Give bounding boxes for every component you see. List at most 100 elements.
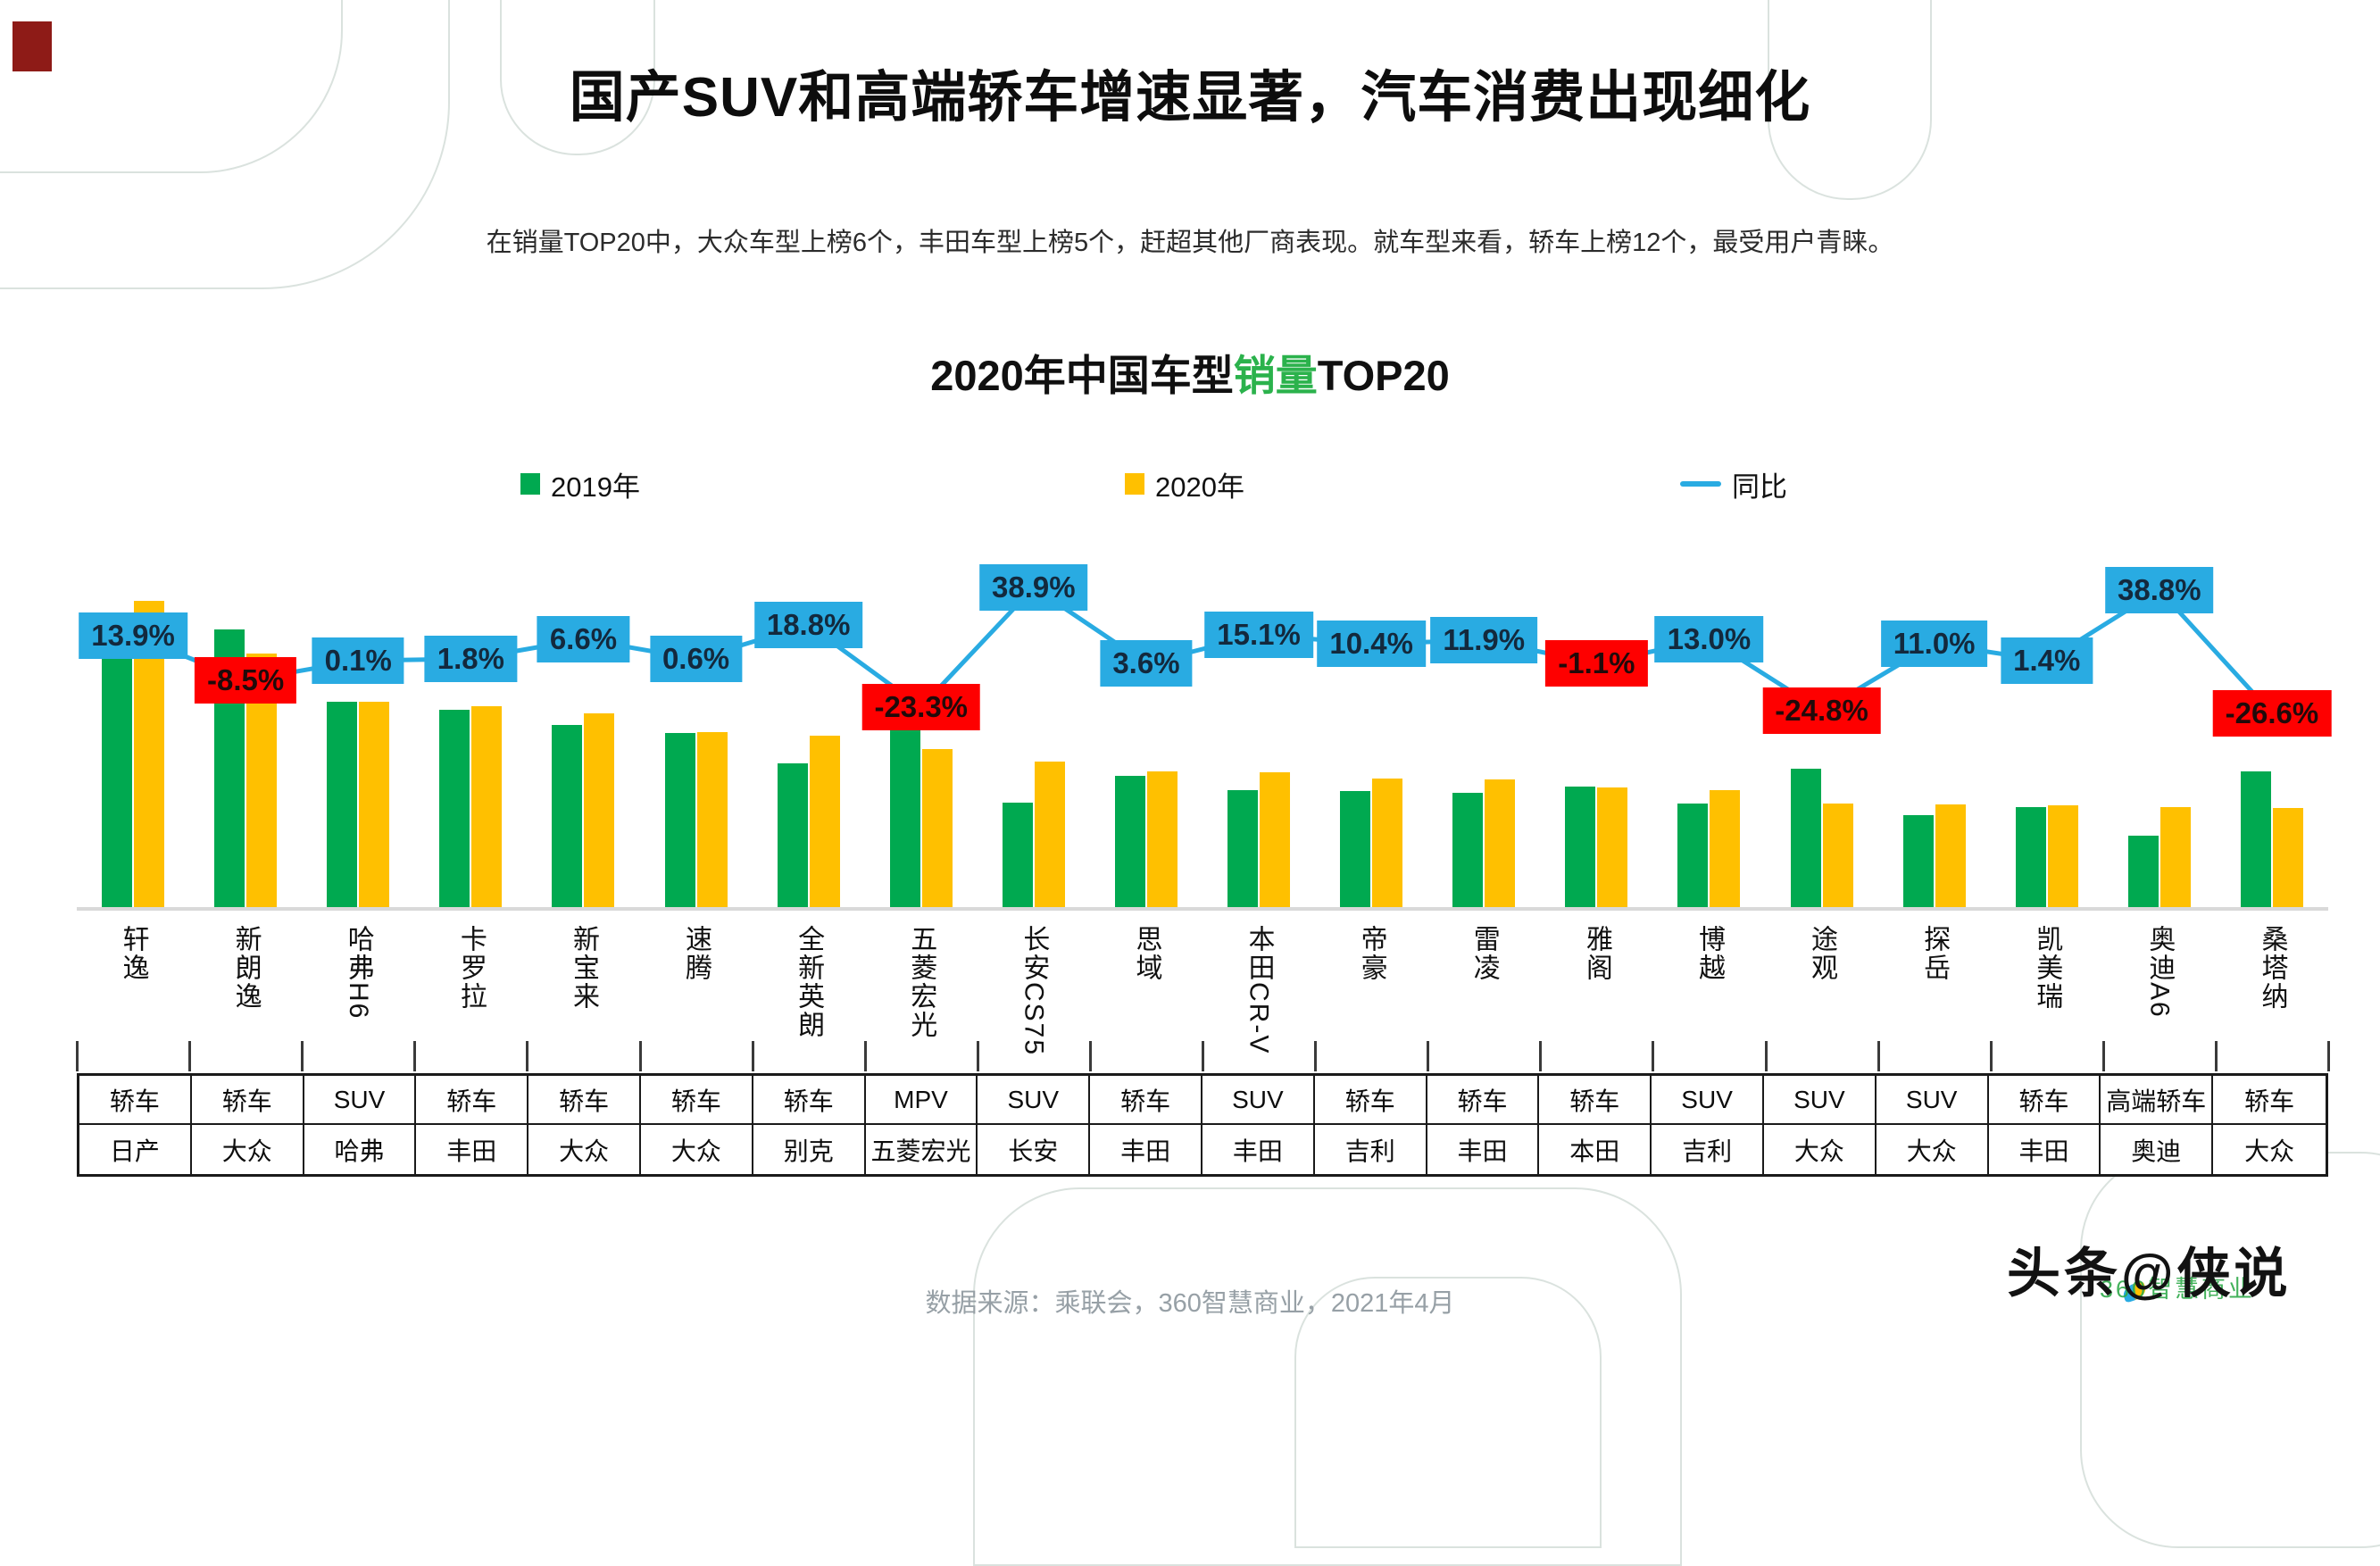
x-axis-label-五菱宏光: 五菱宏光: [906, 925, 936, 1039]
bar-2019-全新英朗: [777, 763, 808, 909]
bar-2020-哈弗H6: [359, 702, 390, 909]
yoy-label-轩逸: 13.9%: [79, 612, 187, 659]
yoy-label-凯美瑞: 1.4%: [2001, 637, 2093, 684]
x-axis-tick: [1314, 1041, 1318, 1071]
x-axis-tick: [1202, 1041, 1204, 1071]
x-axis-tick: [1877, 1041, 1880, 1071]
yoy-label-雷凌: 11.9%: [1430, 617, 1538, 663]
x-axis-label-桑塔纳: 桑塔纳: [2257, 925, 2287, 1011]
model-spec-table: 轿车 轿车 SUV 轿车 轿车 轿车 轿车 MPV SUV 轿车 SUV 轿车 轿车 轿车 SUV SUV SU…: [77, 1073, 2328, 1177]
bar-2019-卡罗拉: [439, 709, 470, 909]
yoy-label-本田CR-V: 15.1%: [1204, 612, 1313, 658]
table-cell-brand-本田CR-V: 丰田: [1202, 1125, 1315, 1174]
x-axis-label-帝豪: 帝豪: [1356, 925, 1386, 982]
x-axis-tick: [1539, 1041, 1543, 1071]
table-cell-brand-凯美瑞: 丰田: [1988, 1125, 2101, 1174]
table-cell-brand-途观: 大众: [1764, 1125, 1877, 1174]
yoy-label-新朗逸: -8.5%: [195, 657, 297, 704]
bar-2019-凯美瑞: [2015, 806, 2046, 909]
table-cell-brand-探岳: 大众: [1876, 1125, 1989, 1174]
bar-2019-新宝来: [552, 725, 583, 909]
page-subtitle: 在销量TOP20中，大众车型上榜6个，丰田车型上榜5个，赶超其他厂商表现。就车型…: [486, 229, 1894, 257]
yoy-label-速腾: 0.6%: [649, 636, 743, 682]
bar-2020-全新英朗: [809, 736, 840, 909]
table-cell-brand-新朗逸: 大众: [191, 1125, 304, 1174]
x-axis-tick: [301, 1041, 304, 1071]
bar-2019-速腾: [664, 733, 695, 909]
table-cell-brand-轩逸: 日产: [79, 1125, 192, 1174]
bg-watermark-shape: [973, 1187, 1682, 1566]
x-axis-tick: [2101, 1041, 2105, 1071]
table-cell-brand-博越: 吉利: [1652, 1125, 1764, 1174]
bar-2019-奥迪A6: [2127, 836, 2159, 909]
bar-2020-五菱宏光: [921, 749, 953, 909]
legend-label-2020: 2020年: [1155, 471, 1244, 503]
bar-2020-博越: [1710, 790, 1741, 909]
yoy-label-桑塔纳: -26.6%: [2212, 690, 2332, 737]
x-axis-label-新朗逸: 新朗逸: [230, 925, 261, 1011]
data-source-note: 数据来源：乘联会，360智慧商业，2021年4月: [925, 1289, 1455, 1318]
yoy-label-五菱宏光: -23.3%: [861, 684, 981, 730]
bar-2019-探岳: [1902, 814, 1934, 909]
x-axis-tick: [526, 1041, 529, 1071]
bar-2019-途观: [1790, 769, 1821, 909]
yoy-label-思域: 3.6%: [1100, 640, 1193, 687]
yoy-label-奥迪A6: 38.8%: [2105, 567, 2214, 613]
table-cell-brand-奥迪A6: 奥迪: [2101, 1125, 2214, 1174]
table-cell-type-轩逸: 轿车: [79, 1076, 192, 1125]
table-cell-brand-哈弗H6: 哈弗: [304, 1125, 417, 1174]
chart-title-suffix: TOP20: [1317, 352, 1450, 399]
table-cell-type-全新英朗: 轿车: [753, 1076, 866, 1125]
x-axis-tick: [2327, 1041, 2330, 1071]
table-cell-type-本田CR-V: SUV: [1202, 1076, 1315, 1125]
bar-2020-卡罗拉: [471, 706, 503, 909]
yoy-label-途观: -24.8%: [1762, 687, 1881, 734]
x-axis-label-哈弗H6: 哈弗H6: [343, 925, 373, 1020]
yoy-label-长安CS75: 38.9%: [979, 564, 1088, 611]
x-axis-tick: [751, 1041, 754, 1071]
bar-2020-本田CR-V: [1260, 772, 1291, 909]
x-axis-label-卡罗拉: 卡罗拉: [455, 925, 486, 1011]
chart-title-highlight: 销量: [1233, 352, 1318, 399]
x-axis-label-博越: 博越: [1693, 925, 1724, 982]
x-axis-tick: [1427, 1041, 1430, 1071]
x-axis-label-探岳: 探岳: [1919, 925, 1950, 982]
x-axis-label-雅阁: 雅阁: [1581, 925, 1611, 982]
bar-2020-雷凌: [1485, 779, 1516, 909]
yoy-label-雅阁: -1.1%: [1545, 640, 1648, 687]
bar-2020-思域: [1146, 771, 1178, 909]
table-cell-brand-五菱宏光: 五菱宏光: [865, 1125, 978, 1174]
x-axis-label-全新英朗: 全新英朗: [794, 925, 824, 1039]
table-cell-type-雅阁: 轿车: [1539, 1076, 1652, 1125]
chart-title-prefix: 2020年中国车型: [930, 352, 1234, 399]
legend-label-yoy: 同比: [1732, 471, 1787, 503]
table-cell-type-桑塔纳: 轿车: [2213, 1076, 2326, 1125]
x-axis-tick: [1652, 1041, 1655, 1071]
x-axis-tick: [188, 1041, 192, 1071]
x-axis-label-途观: 途观: [1807, 925, 1837, 982]
table-cell-type-雷凌: 轿车: [1427, 1076, 1540, 1125]
x-axis-tick: [413, 1041, 417, 1071]
bg-watermark-shape: [2080, 1152, 2380, 1548]
table-cell-brand-新宝来: 大众: [528, 1125, 641, 1174]
table-cell-type-凯美瑞: 轿车: [1988, 1076, 2101, 1125]
x-axis-label-速腾: 速腾: [681, 925, 712, 982]
table-cell-type-探岳: SUV: [1876, 1076, 1989, 1125]
table-cell-type-五菱宏光: MPV: [865, 1076, 978, 1125]
bar-2020-凯美瑞: [2047, 805, 2078, 909]
x-axis-label-雷凌: 雷凌: [1469, 925, 1499, 982]
page-title: 国产SUV和高端轿车增速显著，汽车消费出现细化: [569, 67, 1811, 129]
x-axis-label-长安CS75: 长安CS75: [1019, 925, 1049, 1057]
yoy-label-哈弗H6: 0.1%: [312, 637, 404, 684]
table-cell-type-速腾: 轿车: [641, 1076, 753, 1125]
chart-title: 2020年中国车型销量TOP20: [0, 341, 2380, 403]
bar-2020-新宝来: [584, 712, 615, 909]
table-cell-brand-桑塔纳: 大众: [2213, 1125, 2326, 1174]
yoy-label-新宝来: 6.6%: [537, 616, 630, 662]
table-cell-type-思域: 轿车: [1090, 1076, 1202, 1125]
bar-2019-桑塔纳: [2240, 771, 2271, 909]
x-axis-tick: [863, 1041, 867, 1071]
table-cell-brand-思域: 丰田: [1090, 1125, 1202, 1174]
table-cell-type-途观: SUV: [1764, 1076, 1877, 1125]
table-cell-brand-卡罗拉: 丰田: [416, 1125, 529, 1174]
